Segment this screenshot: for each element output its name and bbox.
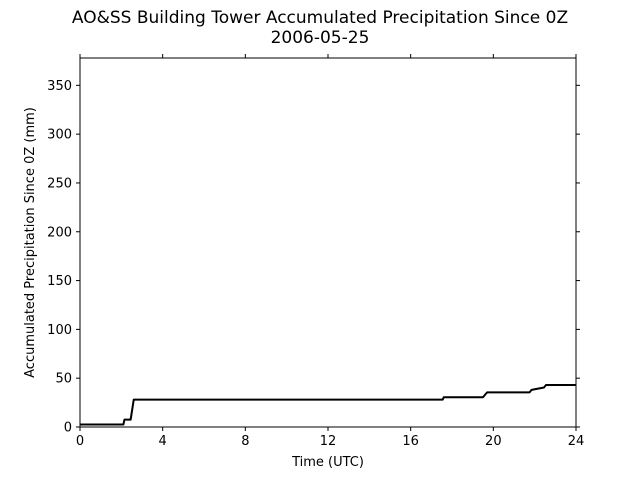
y-tick-label: 100 bbox=[47, 323, 72, 338]
x-tick-label: 8 bbox=[241, 434, 249, 449]
chart-subtitle: 2006-05-25 bbox=[270, 28, 370, 48]
x-tick-label: 20 bbox=[485, 434, 502, 449]
x-axis-label: Time (UTC) bbox=[291, 455, 364, 470]
y-tick-label: 300 bbox=[47, 128, 72, 143]
y-axis-label: Accumulated Precipitation Since 0Z (mm) bbox=[23, 107, 38, 378]
y-tick-label: 50 bbox=[55, 372, 72, 387]
y-tick-label: 250 bbox=[47, 176, 72, 191]
plot-frame bbox=[79, 57, 577, 428]
y-tick-label: 200 bbox=[47, 225, 72, 240]
x-tick-label: 4 bbox=[159, 434, 167, 449]
y-tick-label: 0 bbox=[64, 421, 72, 436]
x-tick-label: 24 bbox=[568, 434, 585, 449]
x-tick-label: 12 bbox=[320, 434, 337, 449]
x-tick-label: 16 bbox=[402, 434, 419, 449]
y-tick-label: 350 bbox=[47, 79, 72, 94]
chart-title: AO&SS Building Tower Accumulated Precipi… bbox=[71, 8, 569, 28]
precipitation-series-line bbox=[80, 384, 576, 426]
x-tick-label: 0 bbox=[76, 434, 84, 449]
y-tick-label: 150 bbox=[47, 274, 72, 289]
